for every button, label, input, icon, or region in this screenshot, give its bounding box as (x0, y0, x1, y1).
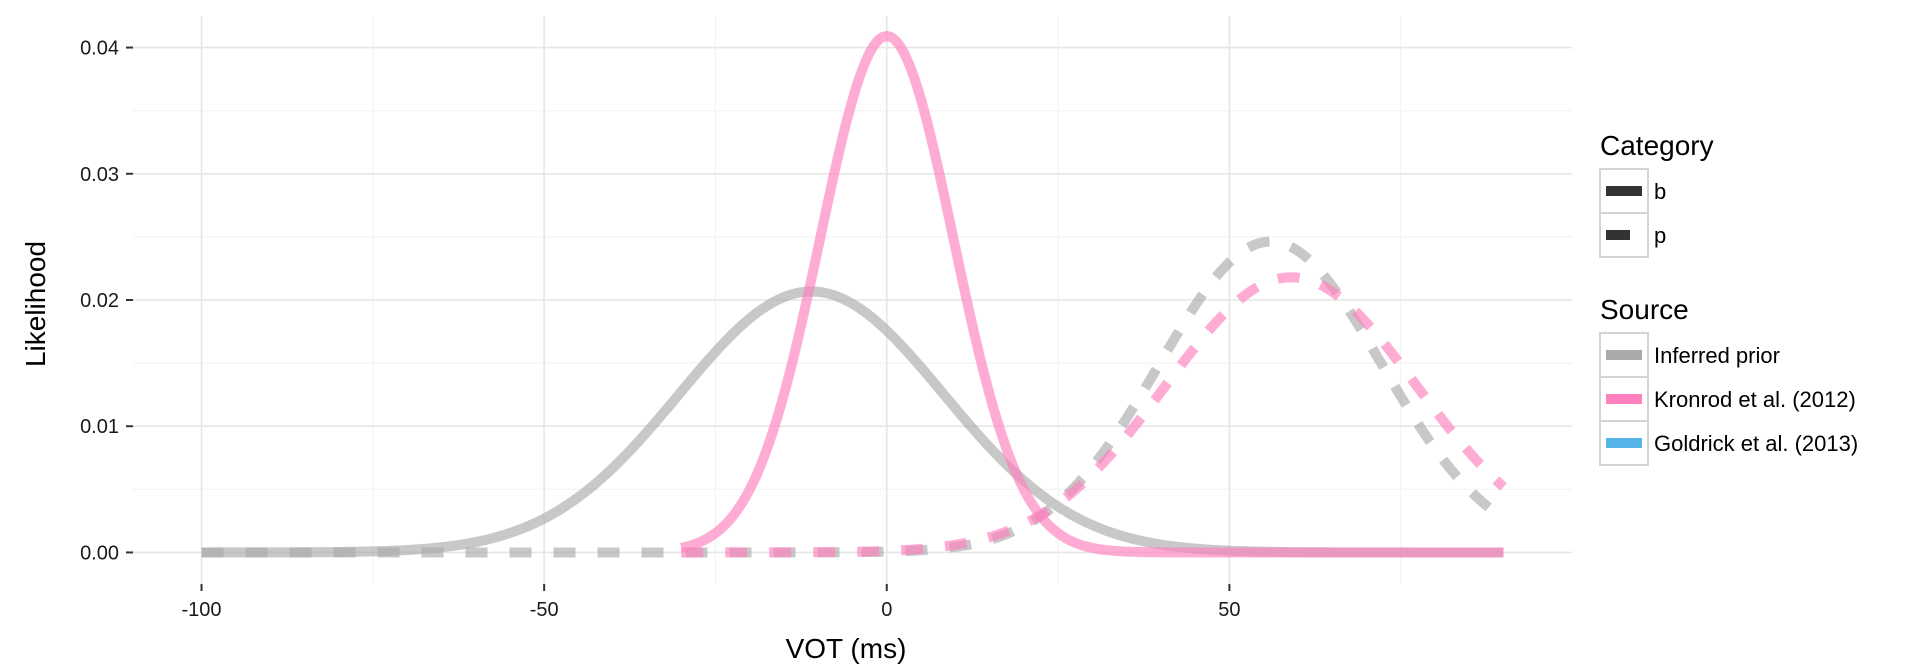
x-tick-label: 50 (1218, 599, 1240, 621)
legend: Category bp Source Inferred prior Kronrod et… (1599, 130, 1858, 466)
x-axis-title: VOT (ms) (786, 633, 907, 664)
series-layer (199, 30, 1507, 558)
y-axis: 0.00 0.01 0.02 0.03 0.04 (80, 38, 133, 564)
y-tick-label: 0.02 (80, 290, 119, 312)
legend-title: Source (1600, 294, 1689, 325)
grid-minor (133, 16, 1572, 584)
y-tick-label: 0.00 (80, 542, 119, 564)
series-line (679, 30, 1506, 558)
y-axis-title: Likelihood (20, 241, 51, 367)
series-line (199, 286, 1506, 558)
series-line (679, 272, 1507, 558)
legend-label: Goldrick et al. (2013) (1654, 431, 1858, 456)
legend-label: Kronrod et al. (2012) (1654, 387, 1856, 412)
legend-label: p (1654, 223, 1666, 248)
series-line (199, 236, 1507, 558)
x-tick-label: -100 (182, 599, 222, 621)
legend-label: b (1654, 179, 1666, 204)
legend-label: Inferred prior (1654, 343, 1780, 368)
y-tick-label: 0.01 (80, 416, 119, 438)
x-tick-label: -50 (530, 599, 559, 621)
y-tick-label: 0.03 (80, 164, 119, 186)
x-tick-label: 0 (881, 599, 892, 621)
x-axis: -100 -50 0 50 (182, 584, 1241, 621)
y-tick-label: 0.04 (80, 38, 119, 60)
legend-title: Category (1600, 130, 1714, 161)
